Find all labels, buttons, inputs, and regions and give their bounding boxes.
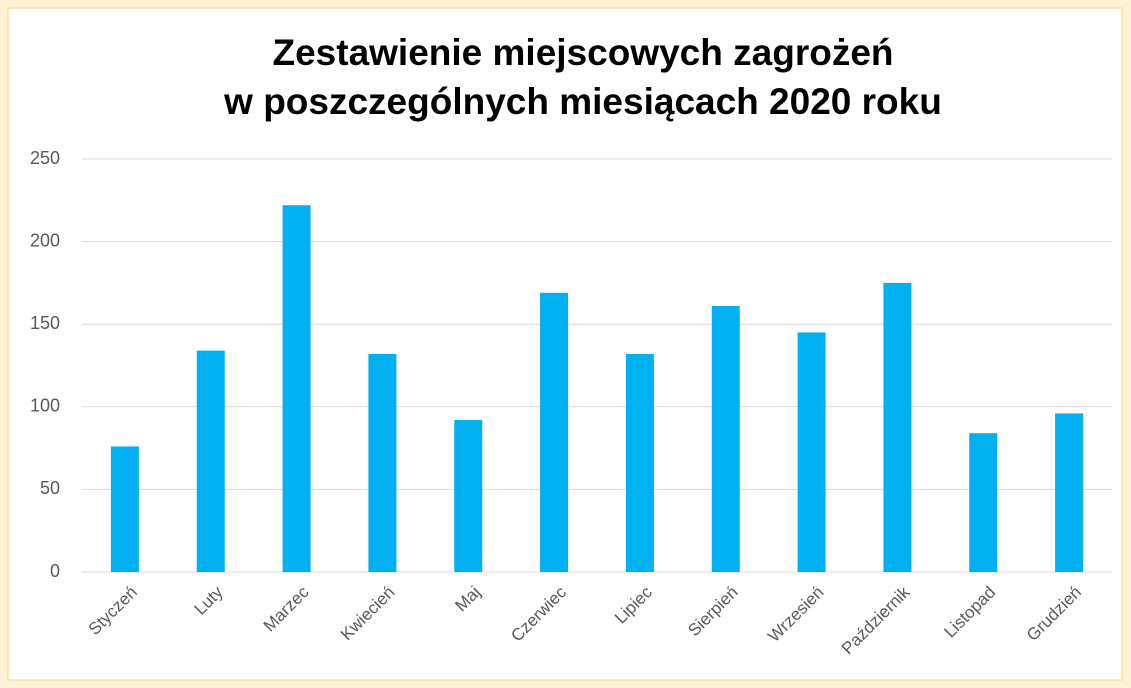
y-tick-label: 250 — [30, 148, 60, 168]
bar — [282, 205, 311, 573]
bar — [454, 420, 483, 572]
y-tick-label: 50 — [40, 478, 60, 498]
bar — [196, 350, 225, 572]
bar — [797, 332, 826, 572]
bar — [711, 306, 740, 572]
bar — [110, 446, 139, 572]
y-tick-label: 200 — [30, 230, 60, 250]
bar — [883, 282, 912, 572]
bar — [1055, 413, 1084, 572]
bar — [540, 292, 569, 572]
y-tick-label: 0 — [50, 561, 60, 581]
bar — [969, 433, 998, 572]
bar — [368, 353, 397, 572]
y-tick-label: 150 — [30, 313, 60, 333]
bar — [625, 353, 654, 572]
chart-title: Zestawienie miejscowych zagrożeń — [273, 32, 894, 73]
y-tick-label: 100 — [30, 396, 60, 416]
chart-title: w poszczególnych miesiącach 2020 roku — [223, 81, 942, 122]
